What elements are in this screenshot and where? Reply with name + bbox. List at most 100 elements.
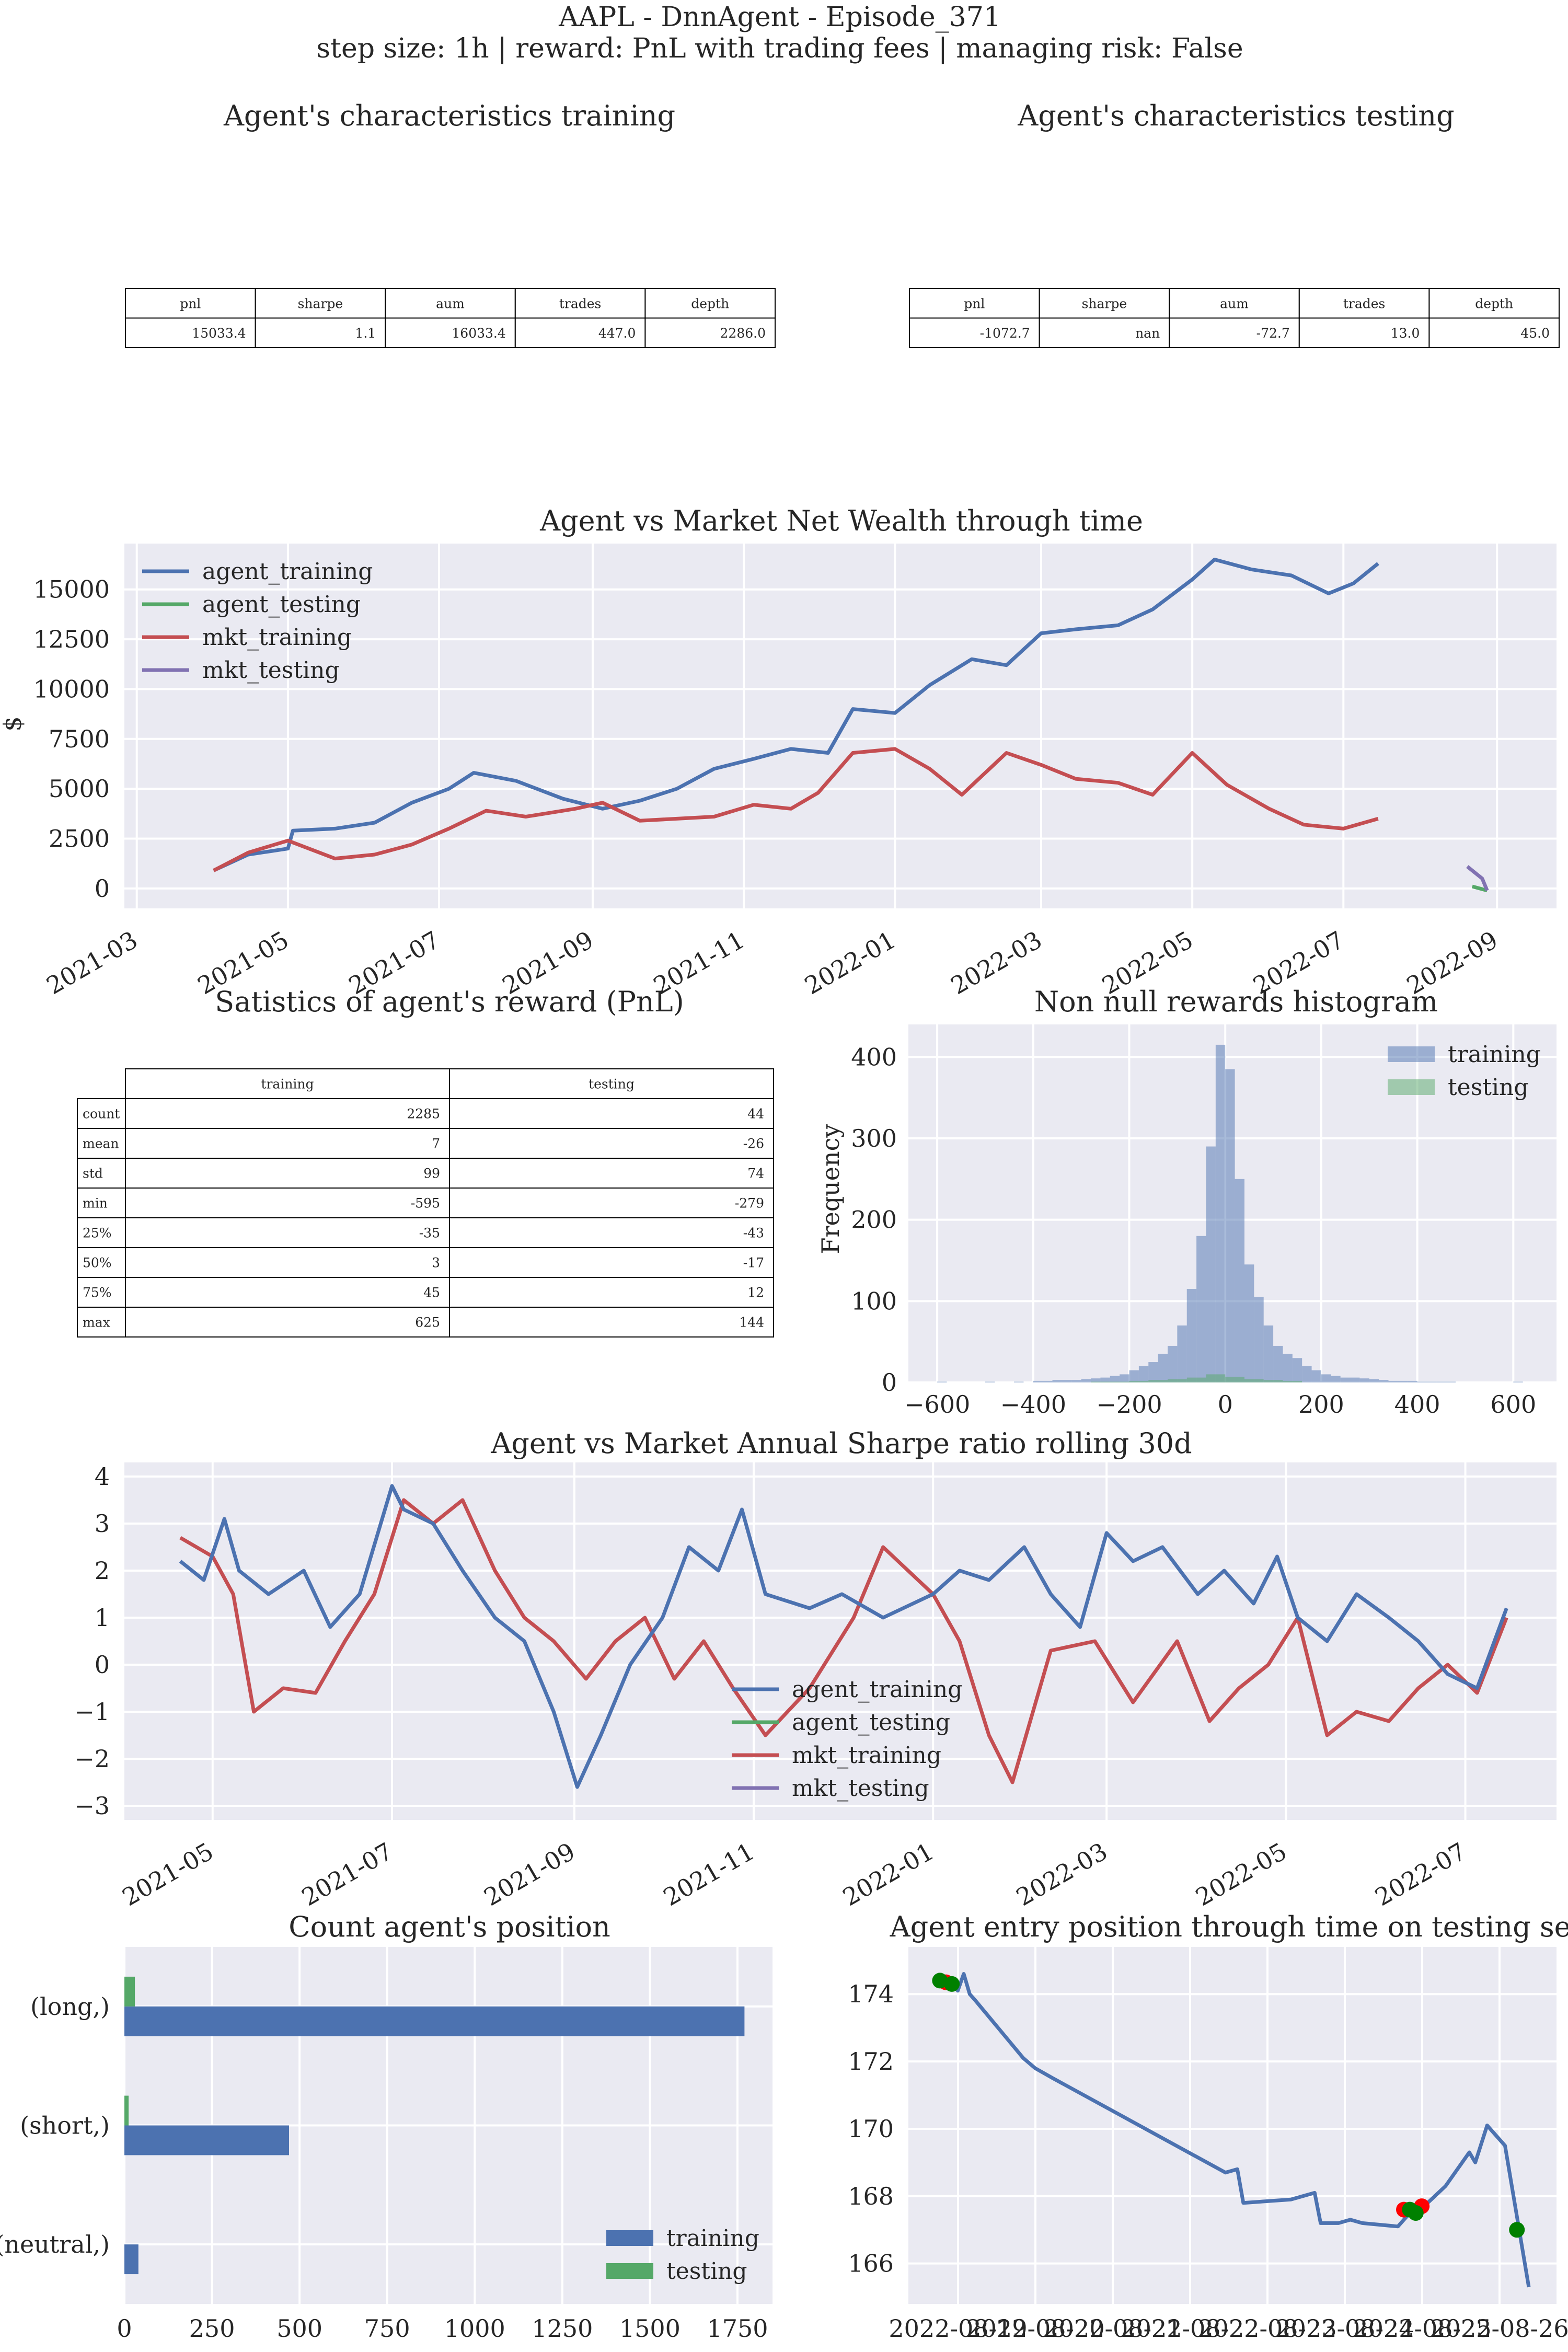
sharpe-ratio-ytick-label: 3 <box>95 1509 110 1538</box>
rewards-histogram-bar-training <box>1292 1358 1302 1382</box>
net-wealth-legend-label: agent_training <box>202 558 373 585</box>
training-characteristics-column-header: trades <box>559 296 602 311</box>
position-count-xtick-label: 1000 <box>444 2314 505 2343</box>
rewards-histogram-ylabel: Frequency <box>816 1124 845 1254</box>
testing-characteristics-column-header: pnl <box>964 296 985 311</box>
rewards-histogram-bar-training <box>1071 1380 1081 1382</box>
rewards-histogram-ytick-label: 0 <box>882 1368 897 1397</box>
testing-characteristics-cell <box>1428 317 1560 348</box>
net-wealth-series-agent_testing <box>1471 884 1488 893</box>
entry-position-long-marker <box>932 1973 948 1989</box>
position-count-xtick-label: 0 <box>117 2314 132 2343</box>
entry-position-price-line <box>934 1972 1531 2288</box>
rewards-histogram-bar-training <box>1120 1374 1129 1382</box>
suptitle-line-1: AAPL - DnnAgent - Episode_371 <box>558 2 1001 33</box>
net-wealth-ytick-label: 5000 <box>49 775 110 803</box>
testing-characteristics-cell-value: -1072.7 <box>980 326 1030 341</box>
rewards-histogram-bar-testing <box>1283 1380 1302 1382</box>
training-characteristics-cell <box>125 288 256 319</box>
rewards-histogram-bar-training <box>1158 1354 1168 1382</box>
rewards-histogram-xtick-label: 200 <box>1298 1390 1344 1419</box>
rewards-histogram-xtick-label: −400 <box>1000 1390 1066 1419</box>
reward-statistics-cell-value: 74 <box>747 1166 764 1181</box>
entry-position-xtick-label: 2022-08-21 <box>1043 2314 1182 2343</box>
rewards-histogram-ytick-label: 400 <box>851 1043 897 1071</box>
rewards-histogram-bar-training <box>1302 1366 1312 1382</box>
sharpe-ratio-xtick-label: 2021-09 <box>479 1837 580 1911</box>
net-wealth-ytick-label: 2500 <box>49 825 110 853</box>
position-count-legend-label: testing <box>666 2258 747 2285</box>
suptitle-line-2: step size: 1h | reward: PnL with trading… <box>316 33 1243 64</box>
net-wealth-ylabel: $ <box>0 716 27 731</box>
rewards-histogram-bar-testing <box>1263 1380 1283 1382</box>
position-count-legend-label: training <box>666 2225 759 2252</box>
rewards-histogram-bar-testing <box>1091 1381 1110 1382</box>
rewards-histogram-legend-swatch <box>1388 1046 1435 1062</box>
position-count-legend-swatch <box>606 2230 653 2246</box>
rewards-histogram-bar-training <box>1254 1297 1264 1382</box>
position-count-bar-training <box>124 2244 139 2275</box>
reward-statistics-cell-value: 45 <box>423 1285 440 1300</box>
position-count-bar-training <box>124 2006 745 2036</box>
rewards-histogram-bar-testing <box>1244 1379 1264 1382</box>
reward-statistics-cell <box>125 1098 450 1129</box>
reward-statistics-cell <box>449 1158 774 1189</box>
sharpe-ratio-ytick-label: 0 <box>95 1651 110 1679</box>
position-count-xtick-label: 750 <box>364 2314 410 2343</box>
rewards-histogram-bar-training <box>1340 1377 1351 1382</box>
reward-statistics-cell-value: 44 <box>747 1106 764 1122</box>
sharpe-ratio-ytick-label: 1 <box>95 1604 110 1632</box>
sharpe-ratio-ytick-label: −2 <box>74 1745 110 1773</box>
position-count-category-label: (neutral,) <box>0 2230 110 2258</box>
position-count-title: Count agent's position <box>289 1910 610 1943</box>
training-characteristics-cell <box>385 317 516 348</box>
net-wealth-ytick-label: 12500 <box>33 625 110 653</box>
rewards-histogram-bar-training <box>1148 1362 1158 1382</box>
reward-statistics-cell-value: -279 <box>735 1196 764 1211</box>
position-count-xtick-label: 1250 <box>532 2314 593 2343</box>
position-count-xtick-label: 500 <box>276 2314 322 2343</box>
net-wealth-title: Agent vs Market Net Wealth through time <box>539 504 1143 537</box>
sharpe-ratio-xtick-label: 2021-07 <box>297 1837 398 1911</box>
net-wealth-chart: Agent vs Market Net Wealth through time … <box>0 504 1557 1000</box>
sharpe-ratio-xtick-label: 2022-05 <box>1191 1837 1292 1911</box>
sharpe-ratio-title: Agent vs Market Annual Sharpe ratio roll… <box>490 1427 1192 1460</box>
rewards-histogram-bar-training <box>1427 1381 1437 1382</box>
training-characteristics-column-header: aum <box>436 296 465 311</box>
reward-statistics-cell <box>449 1307 774 1338</box>
rewards-histogram-bar-training <box>1081 1379 1091 1382</box>
rewards-histogram-bar-training <box>1417 1381 1427 1382</box>
entry-position-long-marker <box>944 1976 960 1992</box>
rewards-histogram-bar-training <box>937 1381 947 1382</box>
testing-characteristics-cell <box>1169 317 1300 348</box>
reward-statistics-cell <box>125 1307 450 1338</box>
reward-statistics-cell-value: 12 <box>747 1285 764 1300</box>
training-characteristics-cell <box>255 317 386 348</box>
entry-position-xtick-label: 2022-08-24 <box>1275 2314 1414 2343</box>
rewards-histogram-bar-training <box>1331 1376 1341 1382</box>
training-characteristics-cell <box>125 317 256 348</box>
testing-characteristics-cell-value: 45.0 <box>1520 326 1550 341</box>
rewards-histogram-bar-training <box>1398 1380 1408 1382</box>
sharpe-ratio-ytick-label: 2 <box>95 1557 110 1585</box>
rewards-histogram-bar-training <box>1359 1378 1369 1382</box>
rewards-histogram-legend-label: training <box>1448 1041 1541 1068</box>
entry-position-ytick-label: 172 <box>848 2047 894 2076</box>
reward-statistics-row-label: min <box>83 1196 108 1211</box>
rewards-histogram-bar-training <box>1206 1146 1216 1382</box>
net-wealth-legend-label: mkt_testing <box>202 657 340 684</box>
rewards-histogram-xtick-label: −200 <box>1096 1390 1162 1419</box>
reward-statistics-cell <box>449 1128 774 1159</box>
reward-statistics-cell <box>125 1277 450 1308</box>
rewards-histogram-bar-testing <box>1186 1377 1206 1382</box>
reward-statistics-row-label: 50% <box>83 1255 112 1271</box>
reward-statistics-cell-value: 99 <box>423 1166 440 1181</box>
net-wealth-xtick-label: 2022-01 <box>800 926 901 1000</box>
reward-statistics-row-label: count <box>83 1106 120 1122</box>
testing-characteristics-title: Agent's characteristics testing <box>1017 99 1454 132</box>
reward-statistics-cell <box>449 1277 774 1308</box>
rewards-histogram-title: Non null rewards histogram <box>1034 985 1438 1018</box>
testing-characteristics-table: Agent's characteristics testing pnl sharp… <box>909 99 1560 348</box>
net-wealth-series-mkt_training <box>213 747 1379 872</box>
rewards-histogram-bar-testing <box>1129 1380 1149 1382</box>
